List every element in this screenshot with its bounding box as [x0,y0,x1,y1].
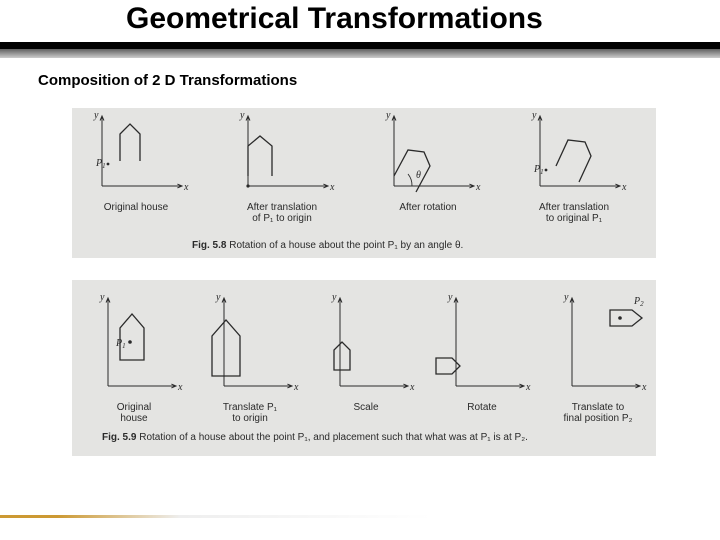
svg-text:x: x [293,382,299,393]
svg-text:θ: θ [416,170,421,181]
svg-text:y: y [385,110,391,121]
svg-text:y: y [215,292,221,303]
svg-text:Original: Original [117,402,151,413]
slide-container: Geometrical Transformations Composition … [0,0,720,540]
footer-accent [0,515,720,518]
svg-text:of P₁ to origin: of P₁ to origin [252,213,312,224]
svg-text:x: x [409,382,415,393]
svg-text:y: y [447,292,453,303]
svg-text:y: y [531,110,537,121]
title-shadow [0,49,720,58]
figure-5-9: yxP1OriginalhouseyxTranslate P₁to origin… [72,280,656,456]
svg-text:y: y [93,110,99,121]
title-band: Geometrical Transformations [0,0,720,58]
figure-area: yxP1Original houseyxAfter translationof … [72,108,656,468]
svg-text:After rotation: After rotation [399,202,456,213]
svg-text:After translation: After translation [539,202,609,213]
slide-title: Geometrical Transformations [126,2,543,36]
svg-text:x: x [621,182,627,193]
svg-text:y: y [239,110,245,121]
svg-text:Original house: Original house [104,202,169,213]
svg-text:x: x [525,382,531,393]
svg-text:house: house [120,413,148,424]
title-underline [0,42,720,49]
svg-text:Translate P₁: Translate P₁ [223,402,278,413]
svg-text:x: x [183,182,189,193]
svg-text:Fig. 5.8 Rotation of a house: Fig. 5.8 Rotation of a house about the p… [192,240,463,251]
slide-subtitle: Composition of 2 D Transformations [38,72,297,89]
figure-5-8-svg: yxP1Original houseyxAfter translationof … [72,108,656,258]
svg-text:x: x [177,382,183,393]
svg-text:y: y [563,292,569,303]
svg-text:x: x [641,382,647,393]
svg-text:final position P₂: final position P₂ [564,413,633,424]
svg-text:to original P₁: to original P₁ [546,213,603,224]
svg-text:Scale: Scale [353,402,378,413]
svg-text:x: x [475,182,481,193]
svg-text:Rotate: Rotate [467,402,497,413]
figure-5-8: yxP1Original houseyxAfter translationof … [72,108,656,258]
svg-text:After translation: After translation [247,202,317,213]
svg-text:y: y [331,292,337,303]
svg-text:y: y [99,292,105,303]
svg-text:to origin: to origin [232,413,268,424]
svg-text:Fig. 5.9 Rotation of a house: Fig. 5.9 Rotation of a house about the p… [102,432,528,443]
svg-text:x: x [329,182,335,193]
svg-text:Translate to: Translate to [572,402,625,413]
figure-5-9-svg: yxP1OriginalhouseyxTranslate P₁to origin… [72,280,656,456]
